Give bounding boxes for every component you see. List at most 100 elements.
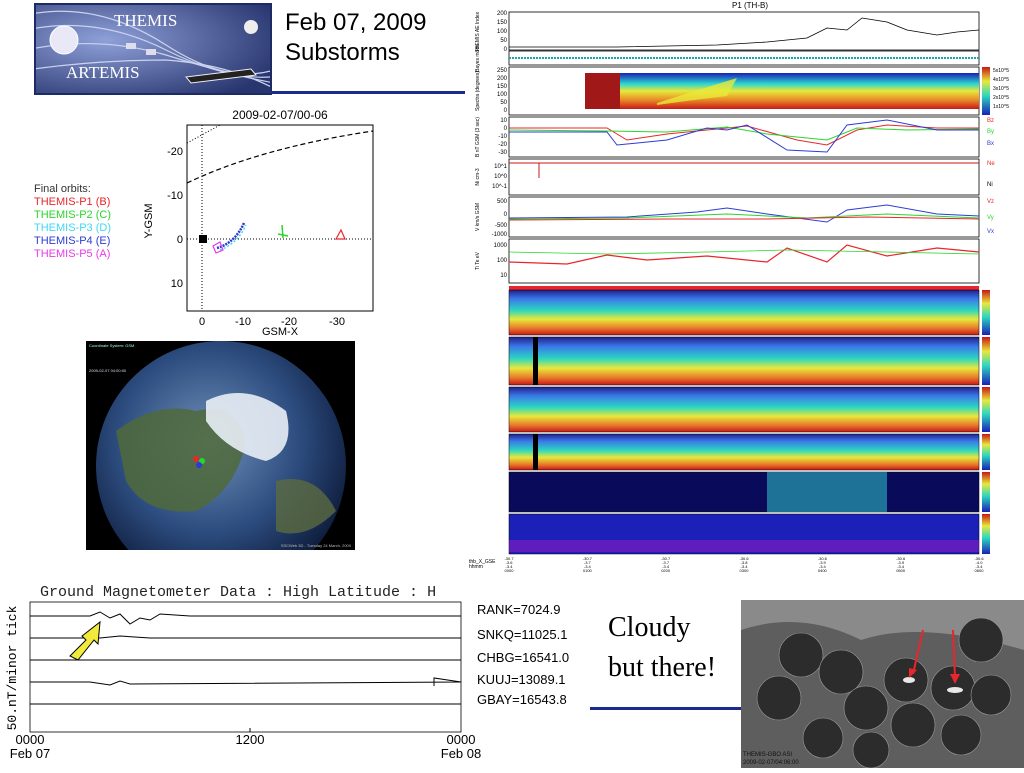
cbar-label: 3x10^5 — [993, 86, 1009, 92]
spec-tick: 50 — [500, 100, 507, 106]
asi-label: THEMIS-GBO ASI — [743, 752, 792, 758]
t-tick: 1000 — [494, 243, 508, 249]
row-label: Spectra (degrees) — [475, 71, 481, 111]
time-axis-tick: 0100 — [583, 568, 593, 572]
orbit-ytick: -20 — [167, 146, 183, 158]
magnetometer-svg: Ground Magnetometer Data : High Latitude… — [0, 578, 590, 768]
slide-title-topic: Substorms — [285, 38, 426, 68]
earth-marker — [199, 235, 207, 243]
ae-tick: 100 — [497, 29, 508, 35]
orbit-ylabel: Y-GSM — [143, 203, 155, 238]
orbit-plot-title: 2009-02-07/00-06 — [232, 108, 328, 122]
orbit-ytick: 0 — [177, 234, 183, 246]
station-label-chbg: CHBG=16541.0 — [477, 650, 569, 665]
themis-title: P1 (TH-B) — [732, 1, 768, 10]
x-mid-time: 1200 — [236, 732, 265, 747]
orbit-legend-p3: THEMIS-P3 (D) — [34, 222, 111, 235]
themis-summary-plot: P1 (TH-B) — [467, 0, 1023, 572]
logo-artemis-text: ARTEMIS — [66, 63, 140, 83]
orbit-legend-title: Final orbits: — [34, 183, 111, 196]
orbit-xtick: 0 — [199, 316, 205, 328]
x-start-time: 0000 — [16, 732, 45, 747]
time-axis-tick: 0500 — [896, 568, 906, 572]
caption-divider — [590, 707, 742, 710]
v-tick: -1000 — [492, 232, 508, 238]
orbit-legend: Final orbits: THEMIS-P1 (B) THEMIS-P2 (C… — [34, 183, 111, 261]
axis-row-label: hhmm — [469, 564, 483, 570]
b-tick: 0 — [504, 126, 508, 132]
cloudy-line2: but there! — [608, 648, 716, 688]
x-end-date: Feb 08 — [441, 746, 481, 761]
v-tick: 500 — [497, 199, 508, 205]
magnetometer-title: Ground Magnetometer Data : High Latitude… — [40, 584, 436, 601]
right-label: Vx — [987, 229, 994, 235]
ni-tick: 10^0 — [494, 174, 507, 180]
right-label: Bx — [987, 141, 994, 147]
orbit-plot: 2009-02-07/00-06 0 -10 -20 -30 -20 -10 0… — [30, 103, 386, 335]
spec-tick: 150 — [497, 84, 508, 90]
right-label: Ni — [987, 182, 993, 188]
x-start-date: Feb 07 — [10, 746, 50, 761]
time-axis-tick: 0400 — [818, 568, 828, 572]
asi-mosaic-image — [741, 600, 1024, 768]
orbit-xlabel: GSM-X — [262, 326, 299, 335]
spec-tick: 250 — [497, 68, 508, 74]
ae-tick: 200 — [497, 11, 508, 17]
b-tick: -10 — [498, 134, 507, 140]
cbar-label: 5x10^5 — [993, 68, 1009, 74]
ae-tick: 50 — [500, 38, 507, 44]
orbit-xtick: -30 — [329, 316, 345, 328]
orbit-legend-p4: THEMIS-P4 (E) — [34, 235, 111, 248]
earth-3d-view: Coordinate System: GSM 2009-02-07 04:00:… — [86, 341, 355, 550]
row-label: V km/s GSM — [475, 203, 481, 231]
orbit-legend-p1: THEMIS-P1 (B) — [34, 196, 111, 209]
v-tick: -500 — [495, 223, 508, 229]
ground-magnetometer-plot: Ground Magnetometer Data : High Latitude… — [0, 578, 590, 768]
earth-globe-image — [86, 341, 355, 550]
orbit-ytick: -10 — [167, 190, 183, 202]
logo-themis-text: THEMIS — [114, 11, 177, 31]
right-label: Ne — [987, 161, 995, 167]
station-label-snkq: SNKQ=11025.1 — [477, 627, 567, 642]
v-tick: 0 — [504, 212, 508, 218]
time-axis-tick: 0000 — [505, 568, 515, 572]
time-axis-tick: 0600 — [975, 568, 985, 572]
time-axis-tick: 0300 — [740, 568, 750, 572]
ni-tick: 10^-1 — [492, 184, 507, 190]
slide-title-date: Feb 07, 2009 — [285, 8, 426, 38]
ae-tick: 0 — [504, 47, 508, 53]
right-label: Vz — [987, 199, 994, 205]
all-sky-imager-mosaic: THEMIS-GBO ASI 2009-02-07/04:06:00 — [741, 600, 1024, 768]
cloudy-line1: Cloudy — [608, 608, 716, 648]
themis-plot-svg: P1 (TH-B) — [467, 0, 1023, 572]
spec-tick: 200 — [497, 76, 508, 82]
cloudy-caption: Cloudy but there! — [608, 608, 716, 688]
asi-timestamp: 2009-02-07/04:06:00 — [743, 760, 799, 766]
row-label: Bayes mode — [475, 44, 481, 72]
orbit-xtick: -10 — [235, 316, 251, 328]
b-tick: -20 — [498, 142, 507, 148]
station-label-rank: RANK=7024.9 — [477, 602, 560, 617]
time-axis-tick: 0200 — [661, 568, 671, 572]
title-divider — [270, 91, 465, 94]
b-tick: 10 — [500, 118, 507, 124]
spec-tick: 0 — [504, 108, 508, 114]
cbar-label: 1x10^5 — [993, 104, 1009, 110]
earth-timestamp: 2009-02-07 04:00:00 — [89, 368, 126, 373]
orbit-ytick: 10 — [171, 278, 183, 290]
x-end-time: 0000 — [447, 732, 476, 747]
ae-tick: 150 — [497, 20, 508, 26]
row-label: B nT GSM (3 sec) — [475, 117, 481, 157]
orbit-legend-p2: THEMIS-P2 (C) — [34, 209, 111, 222]
spec-tick: 100 — [497, 92, 508, 98]
right-label: Vy — [987, 215, 994, 221]
b-tick: -30 — [498, 150, 507, 156]
row-label: Ni cm-3 — [475, 168, 481, 185]
row-label: Ti Te eV — [475, 251, 481, 270]
slide-title: Feb 07, 2009 Substorms — [285, 8, 426, 68]
right-label: Bz — [987, 118, 994, 124]
t-tick: 100 — [497, 258, 508, 264]
station-label-gbay: GBAY=16543.8 — [477, 692, 567, 707]
cbar-label: 4x10^5 — [993, 77, 1009, 83]
magnetometer-ylabel: 50.nT/minor tick — [5, 605, 20, 730]
